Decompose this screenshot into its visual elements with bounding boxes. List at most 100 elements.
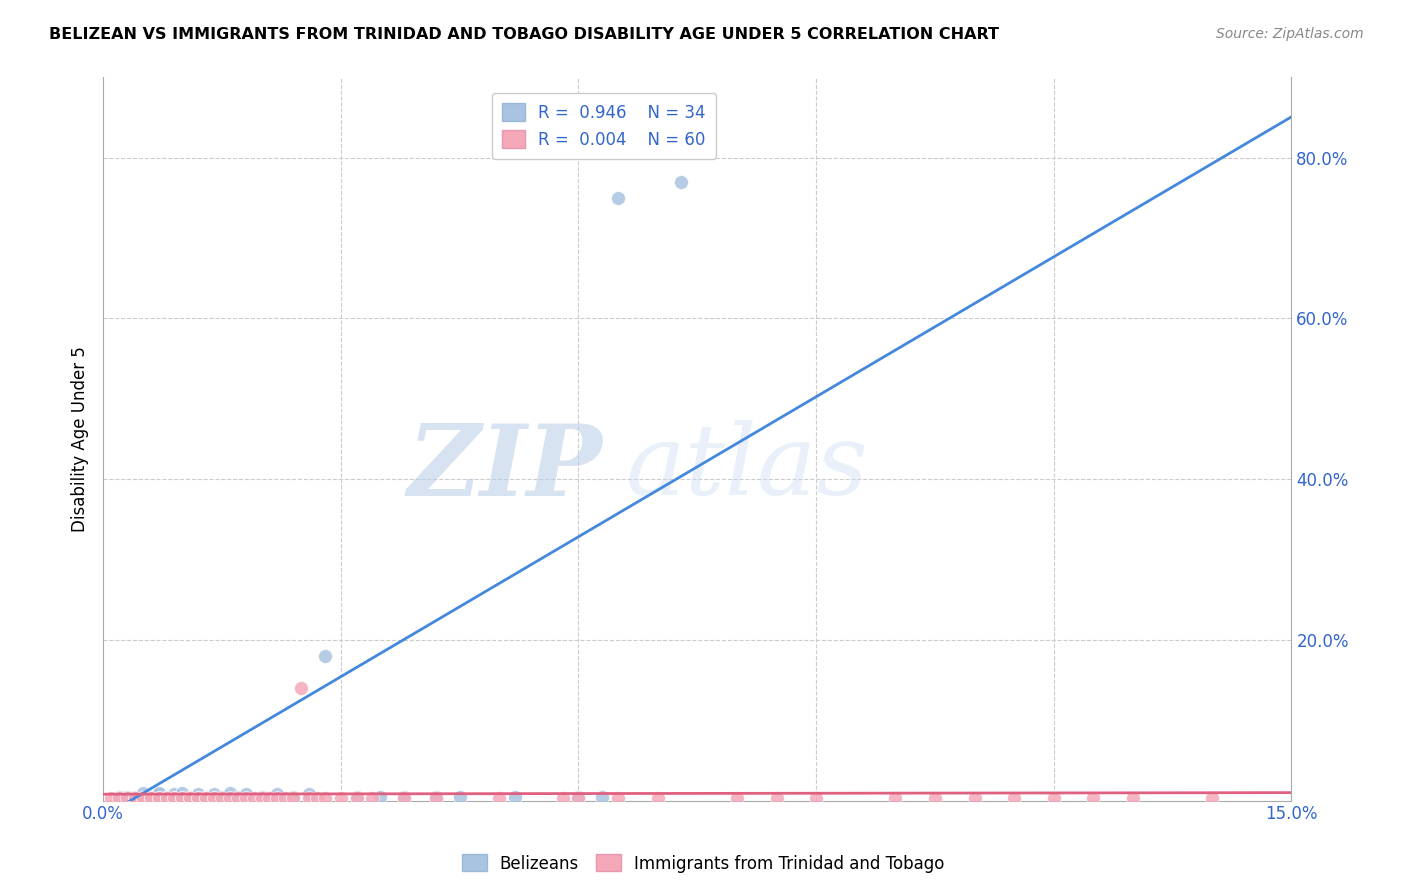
- Point: [139, 789, 162, 804]
- Point: [361, 791, 384, 805]
- Point: [346, 789, 368, 804]
- Point: [219, 786, 242, 800]
- Point: [235, 787, 257, 801]
- Point: [449, 789, 471, 804]
- Point: [202, 787, 225, 801]
- Point: [108, 789, 131, 804]
- Point: [250, 789, 273, 804]
- Point: [298, 787, 321, 801]
- Point: [195, 791, 218, 805]
- Y-axis label: Disability Age Under 5: Disability Age Under 5: [72, 346, 89, 532]
- Point: [488, 791, 510, 805]
- Point: [172, 791, 194, 805]
- Point: [148, 786, 170, 800]
- Point: [607, 191, 630, 205]
- Point: [148, 791, 170, 805]
- Point: [503, 789, 526, 804]
- Point: [179, 789, 201, 804]
- Point: [155, 791, 177, 805]
- Point: [567, 789, 589, 804]
- Point: [1002, 791, 1025, 805]
- Point: [155, 791, 177, 805]
- Point: [179, 791, 201, 805]
- Point: [211, 791, 233, 805]
- Point: [115, 789, 138, 804]
- Point: [132, 786, 155, 800]
- Point: [266, 787, 288, 801]
- Point: [108, 791, 131, 805]
- Point: [305, 791, 328, 805]
- Point: [235, 791, 257, 805]
- Point: [283, 789, 305, 804]
- Point: [329, 791, 352, 805]
- Point: [647, 791, 669, 805]
- Point: [804, 791, 827, 805]
- Point: [226, 789, 249, 804]
- Point: [370, 789, 392, 804]
- Point: [148, 791, 170, 805]
- Point: [314, 791, 336, 805]
- Point: [567, 791, 589, 805]
- Point: [298, 791, 321, 805]
- Legend: Belizeans, Immigrants from Trinidad and Tobago: Belizeans, Immigrants from Trinidad and …: [456, 847, 950, 880]
- Point: [202, 791, 225, 805]
- Point: [211, 789, 233, 804]
- Point: [163, 791, 186, 805]
- Point: [884, 791, 907, 805]
- Point: [392, 789, 415, 804]
- Point: [172, 791, 194, 805]
- Point: [124, 791, 146, 805]
- Point: [132, 791, 155, 805]
- Point: [219, 791, 242, 805]
- Point: [1201, 791, 1223, 805]
- Point: [607, 791, 630, 805]
- Point: [551, 791, 574, 805]
- Point: [924, 791, 946, 805]
- Point: [1122, 791, 1144, 805]
- Text: ZIP: ZIP: [408, 420, 602, 516]
- Point: [226, 791, 249, 805]
- Point: [139, 791, 162, 805]
- Point: [187, 791, 209, 805]
- Point: [187, 791, 209, 805]
- Point: [163, 791, 186, 805]
- Text: Source: ZipAtlas.com: Source: ZipAtlas.com: [1216, 27, 1364, 41]
- Legend: R =  0.946    N = 34, R =  0.004    N = 60: R = 0.946 N = 34, R = 0.004 N = 60: [492, 93, 716, 159]
- Point: [1083, 791, 1105, 805]
- Point: [346, 791, 368, 805]
- Point: [187, 787, 209, 801]
- Point: [266, 791, 288, 805]
- Point: [290, 681, 312, 695]
- Point: [163, 787, 186, 801]
- Text: BELIZEAN VS IMMIGRANTS FROM TRINIDAD AND TOBAGO DISABILITY AGE UNDER 5 CORRELATI: BELIZEAN VS IMMIGRANTS FROM TRINIDAD AND…: [49, 27, 1000, 42]
- Point: [115, 791, 138, 805]
- Point: [148, 787, 170, 801]
- Point: [283, 791, 305, 805]
- Point: [963, 791, 986, 805]
- Point: [195, 791, 218, 805]
- Point: [259, 791, 281, 805]
- Point: [172, 786, 194, 800]
- Point: [100, 791, 122, 805]
- Point: [124, 789, 146, 804]
- Point: [132, 791, 155, 805]
- Point: [274, 791, 297, 805]
- Point: [392, 791, 415, 805]
- Point: [250, 791, 273, 805]
- Point: [765, 791, 787, 805]
- Point: [124, 791, 146, 805]
- Point: [591, 789, 613, 804]
- Point: [425, 791, 447, 805]
- Point: [1042, 791, 1064, 805]
- Point: [139, 791, 162, 805]
- Point: [195, 789, 218, 804]
- Point: [314, 648, 336, 663]
- Point: [425, 789, 447, 804]
- Point: [725, 791, 748, 805]
- Text: atlas: atlas: [626, 420, 869, 516]
- Point: [202, 791, 225, 805]
- Point: [155, 789, 177, 804]
- Point: [132, 789, 155, 804]
- Point: [671, 175, 693, 189]
- Point: [242, 791, 264, 805]
